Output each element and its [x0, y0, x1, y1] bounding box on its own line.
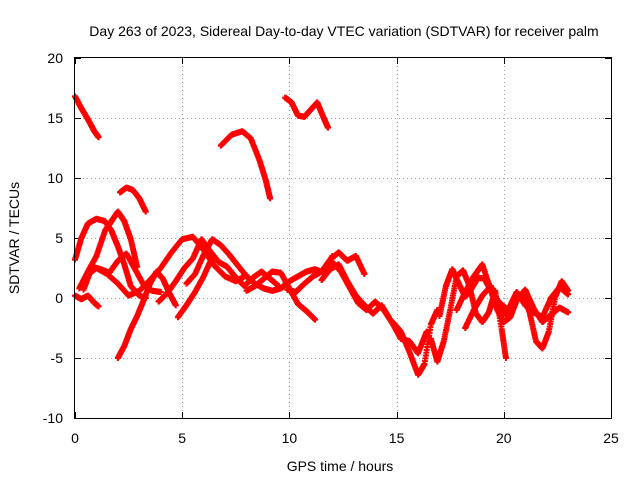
data-point [142, 208, 149, 215]
series-arc-a [72, 93, 102, 141]
x-tick-labels: 0 5 10 15 20 25 [71, 430, 619, 446]
data-point [209, 254, 216, 261]
x-tick-label: 0 [71, 430, 79, 446]
data-point [172, 302, 179, 309]
x-tick-label: 5 [178, 430, 186, 446]
data-point [361, 271, 368, 277]
data-point [267, 195, 274, 202]
y-tick-label: -10 [43, 410, 63, 426]
series-arc-m [174, 254, 216, 321]
y-tick-labels: -10 -5 0 5 10 15 20 [43, 50, 63, 426]
data-point [565, 309, 572, 316]
plot-frame [74, 57, 612, 419]
y-tick-label: 5 [55, 230, 63, 246]
data-point [312, 316, 319, 323]
series-arc-j [114, 268, 179, 361]
data-point [95, 303, 102, 310]
data-point [502, 355, 509, 361]
y-tick-label: 15 [47, 110, 63, 126]
series-arc-v [462, 283, 572, 331]
series-arc-c [217, 128, 274, 202]
data-point [95, 134, 102, 141]
x-tick-label: 15 [389, 430, 405, 446]
data-points [72, 93, 572, 378]
x-tick-label: 25 [603, 430, 619, 446]
x-axis-title: GPS time / hours [287, 458, 394, 474]
series-arc-b [117, 184, 149, 215]
series-arc-n [243, 268, 319, 323]
y-axis-title: SDTVAR / TECUs [6, 182, 22, 294]
series-arc-f [72, 292, 102, 310]
y-tick-label: 10 [47, 170, 63, 186]
data-point [565, 291, 572, 298]
data-point [324, 124, 331, 131]
series-arc-o [284, 249, 368, 295]
y-tick-label: 20 [47, 50, 63, 66]
x-tick-label: 20 [496, 430, 512, 446]
data-point [157, 289, 164, 295]
grid [75, 58, 611, 418]
y-tick-label: -5 [51, 350, 64, 366]
y-tick-label: 0 [55, 290, 63, 306]
series-arc-q [329, 259, 430, 357]
x-tick-label: 10 [282, 430, 298, 446]
series-arc-r [389, 307, 441, 378]
series-arc-g [76, 208, 141, 292]
series-arc-d [282, 94, 331, 131]
chart-title: Day 263 of 2023, Sidereal Day-to-day VTE… [89, 23, 598, 39]
